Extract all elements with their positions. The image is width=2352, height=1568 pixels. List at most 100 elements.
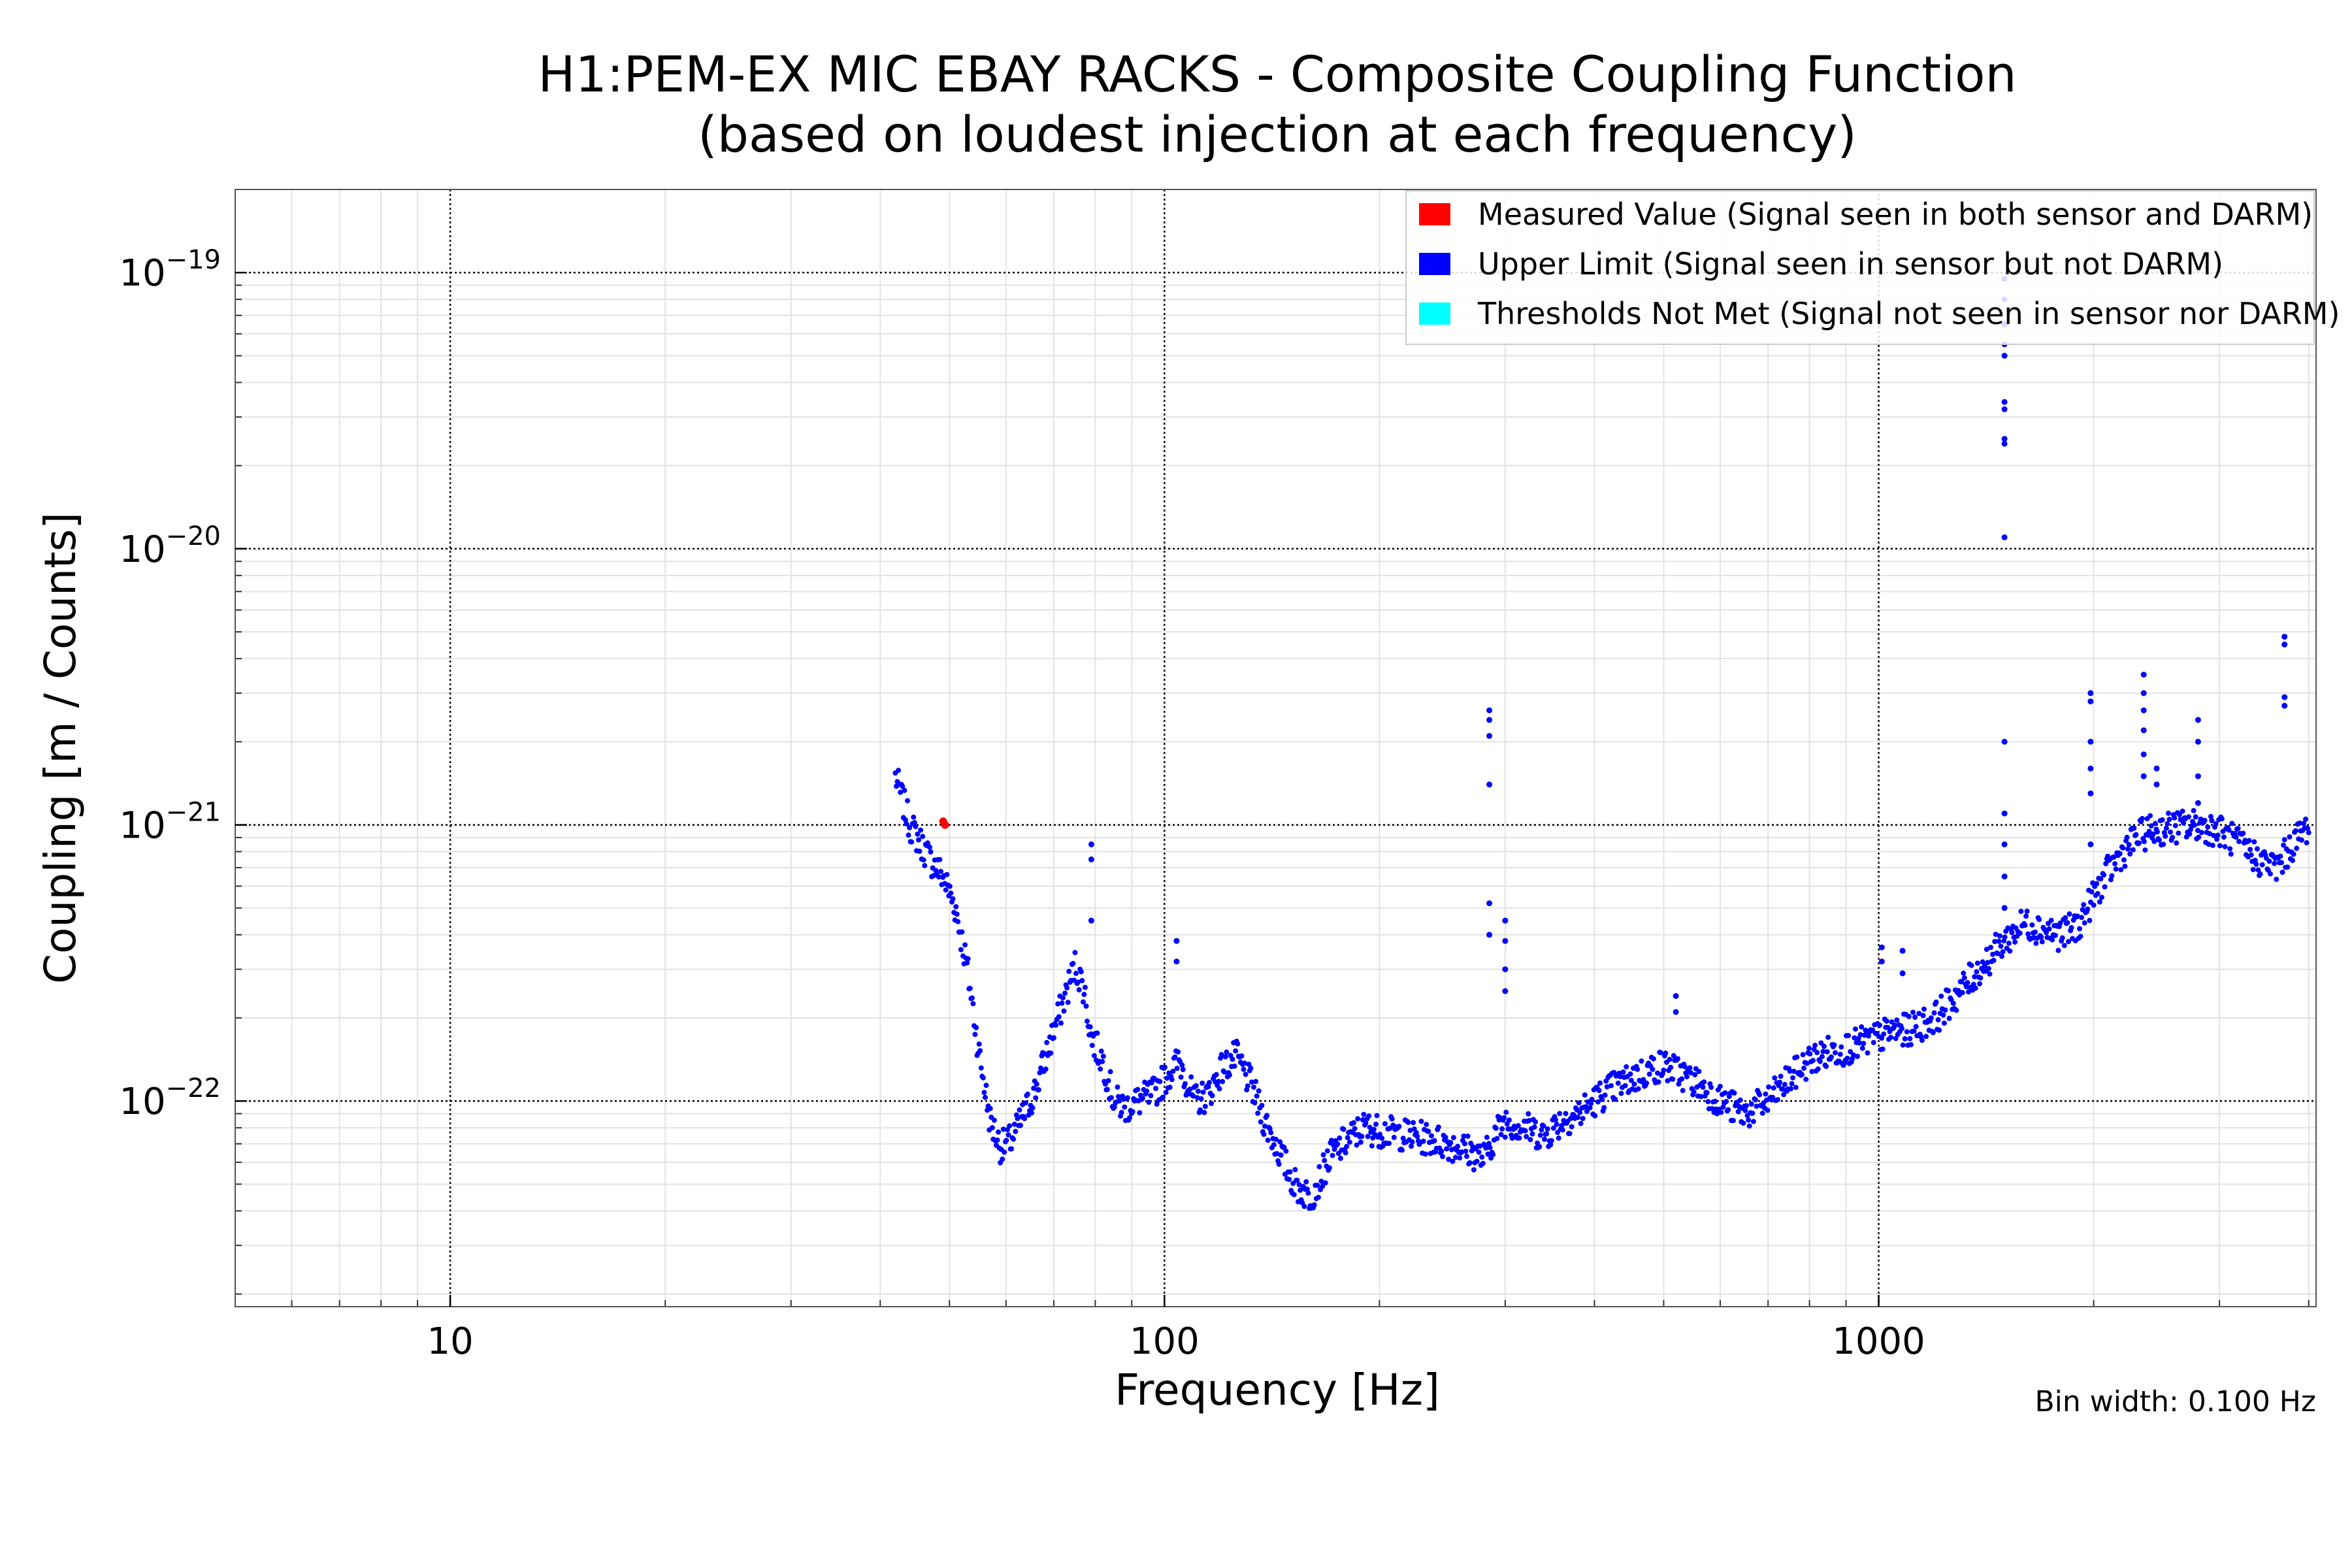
upper-limit-point [2279,860,2284,866]
upper-limit-point [2251,839,2257,845]
upper-limit-point [1635,1066,1641,1072]
upper-limit-point [1144,1088,1150,1094]
upper-limit-point [1038,1065,1043,1071]
upper-limit-point [1670,1076,1676,1082]
legend-label-thresholds: Thresholds Not Met (Signal not seen in s… [1477,296,2340,331]
upper-limit-point [1577,1109,1583,1115]
upper-limit-point [1498,1132,1504,1137]
upper-limit-point [1182,1081,1188,1086]
upper-limit-point [1366,1113,1372,1119]
upper-limit-point [1777,1079,1783,1085]
upper-limit-point [1294,1177,1300,1183]
upper-limit-point [1644,1080,1650,1086]
upper-limit-point [2192,822,2198,828]
upper-limit-point [1296,1182,1302,1188]
upper-limit-point [1899,1026,1904,1032]
upper-limit-point [1422,1151,1428,1157]
upper-limit-point [1656,1079,1661,1085]
upper-limit-point [1837,1051,1843,1057]
upper-limit-point [2193,814,2198,820]
upper-limit-point [1107,1069,1113,1075]
upper-limit-point [1744,1103,1750,1109]
upper-limit-peak-point [2001,534,2008,540]
upper-limit-point [1998,943,2004,949]
upper-limit-point [1970,981,1976,987]
upper-limit-point [2301,821,2306,826]
upper-limit-point [1193,1083,1199,1088]
upper-limit-point [1800,1052,1806,1058]
upper-limit-point [1928,1015,1934,1021]
upper-limit-point [2036,917,2042,923]
upper-limit-point [950,896,956,902]
upper-limit-point [1098,1066,1103,1072]
upper-limit-point [2181,820,2187,826]
upper-limit-point [1004,1137,1009,1143]
upper-limit-point [2068,925,2074,930]
y-axis-ticks: 10−22 10−21 10−20 10−19 [119,245,247,1123]
upper-limit-point [2099,894,2104,900]
upper-limit-point [1287,1169,1293,1175]
upper-limit-point [1748,1101,1754,1107]
upper-limit-point [953,904,959,909]
upper-limit-point [1162,1064,1168,1070]
upper-limit-point [1870,1039,1876,1045]
upper-limit-point [1675,1056,1680,1062]
upper-limit-point [2294,845,2300,851]
upper-limit-point [938,868,943,874]
upper-limit-point [1667,1056,1673,1062]
upper-limit-point [1668,1064,1674,1070]
upper-limit-point [909,839,915,845]
upper-limit-point [1256,1088,1262,1094]
upper-limit-point [1022,1100,1028,1106]
upper-limit-point [1931,1010,1937,1016]
upper-limit-point [1794,1054,1800,1060]
upper-limit-point [1722,1090,1728,1096]
upper-limit-point [1316,1164,1322,1169]
upper-limit-point [1599,1096,1605,1102]
upper-limit-point [1580,1116,1586,1121]
upper-limit-point [1790,1075,1796,1081]
upper-limit-point [1950,1000,1956,1006]
upper-limit-point [1291,1192,1297,1198]
upper-limit-point [927,844,932,850]
upper-limit-point [1320,1183,1326,1189]
upper-limit-point [989,1125,995,1131]
upper-limit-peak-point [1673,1009,1679,1015]
upper-limit-point [902,787,907,793]
upper-limit-point [954,911,960,917]
upper-limit-peak-point [1173,938,1180,944]
upper-limit-point [1680,1088,1686,1094]
upper-limit-point [1226,1072,1232,1078]
upper-limit-point [2207,831,2213,837]
x-tick-label: 1000 [1832,1320,1925,1363]
upper-limit-point [1061,1008,1067,1014]
upper-limit-point [1772,1075,1778,1081]
upper-limit-point [1265,1137,1271,1143]
upper-limit-point [2089,889,2095,894]
upper-limit-point [2012,939,2018,945]
chart-subtitle: (based on loudest injection at each freq… [698,105,1857,163]
upper-limit-point [1852,1035,1857,1041]
upper-limit-point [1311,1202,1317,1208]
upper-limit-point [1742,1107,1748,1113]
bin-width-note: Bin width: 0.100 Hz [2034,1385,2316,1418]
upper-limit-point [1463,1149,1469,1154]
legend-swatch-measured [1419,203,1450,225]
upper-limit-point [1202,1103,1208,1109]
upper-limit-point [2057,920,2063,926]
upper-limit-point [2298,837,2304,843]
upper-limit-point [2208,813,2213,819]
upper-limit-point [1062,990,1068,996]
upper-limit-point [1239,1053,1245,1059]
upper-limit-point [1224,1049,1230,1055]
upper-limit-point [1946,988,1952,994]
upper-limit-point [2033,929,2038,935]
upper-limit-point [1207,1080,1212,1085]
upper-limit-peak-point [2001,874,2008,880]
upper-limit-point [1479,1154,1485,1160]
upper-limit-point [2177,812,2182,817]
upper-limit-point [1691,1089,1697,1095]
upper-limit-peak-point [2087,765,2094,772]
upper-limit-point [1852,1026,1858,1032]
